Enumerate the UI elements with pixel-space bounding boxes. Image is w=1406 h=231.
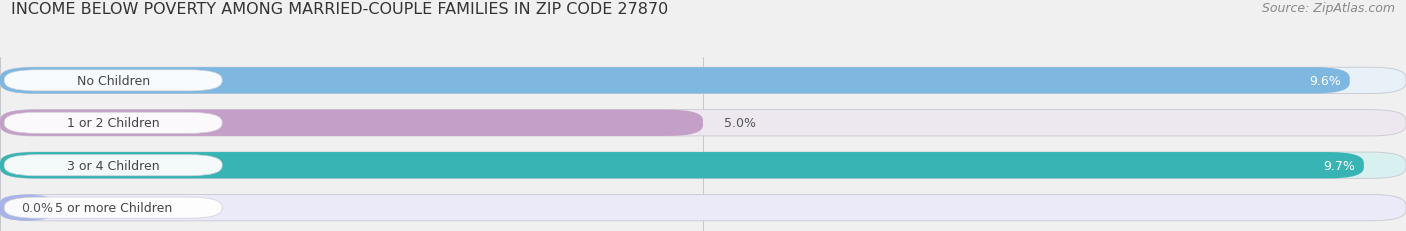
Text: Source: ZipAtlas.com: Source: ZipAtlas.com <box>1261 2 1395 15</box>
FancyBboxPatch shape <box>0 68 1350 94</box>
FancyBboxPatch shape <box>0 110 703 136</box>
FancyBboxPatch shape <box>0 152 1364 179</box>
Text: 1 or 2 Children: 1 or 2 Children <box>67 117 159 130</box>
Text: 3 or 4 Children: 3 or 4 Children <box>67 159 159 172</box>
FancyBboxPatch shape <box>4 197 222 218</box>
Text: No Children: No Children <box>76 75 150 88</box>
FancyBboxPatch shape <box>0 68 1406 94</box>
FancyBboxPatch shape <box>0 195 1406 221</box>
FancyBboxPatch shape <box>0 110 1406 136</box>
Text: 5 or more Children: 5 or more Children <box>55 201 172 214</box>
Text: 9.7%: 9.7% <box>1323 159 1355 172</box>
Text: INCOME BELOW POVERTY AMONG MARRIED-COUPLE FAMILIES IN ZIP CODE 27870: INCOME BELOW POVERTY AMONG MARRIED-COUPL… <box>11 2 668 17</box>
Text: 0.0%: 0.0% <box>21 201 53 214</box>
FancyBboxPatch shape <box>4 113 222 134</box>
Text: 9.6%: 9.6% <box>1309 75 1341 88</box>
FancyBboxPatch shape <box>0 152 1406 179</box>
FancyBboxPatch shape <box>4 155 222 176</box>
FancyBboxPatch shape <box>4 70 222 91</box>
FancyBboxPatch shape <box>0 195 53 221</box>
Text: 5.0%: 5.0% <box>724 117 756 130</box>
